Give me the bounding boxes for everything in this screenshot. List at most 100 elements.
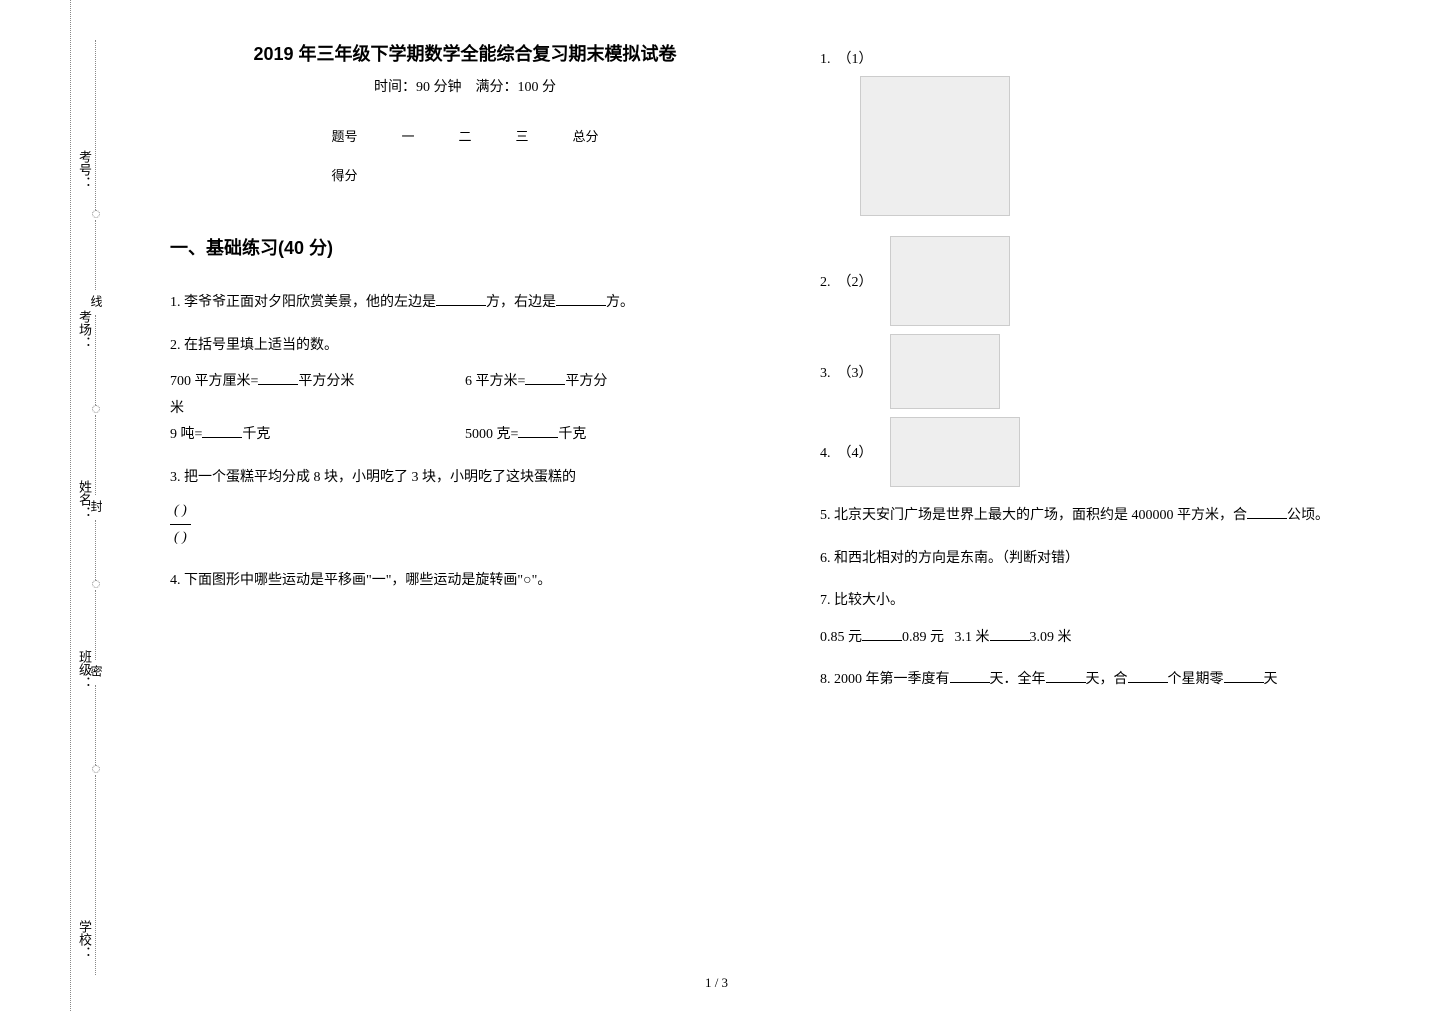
blank[interactable] <box>1247 505 1287 519</box>
question-6: 6. 和西北相对的方向是东南。（判断对错） <box>820 546 1410 573</box>
q2-line2a: 9 吨= 千克 <box>170 422 465 449</box>
score-th: 二 <box>436 116 493 155</box>
seal-char-feng: 封 <box>88 500 105 512</box>
blank[interactable] <box>1224 669 1264 683</box>
score-cell <box>379 155 436 194</box>
frac-num: ( ) <box>170 498 191 526</box>
score-cell <box>551 155 621 194</box>
q2-text: 5000 克= <box>465 427 518 442</box>
question-3: 3. 把一个蛋糕平均分成 8 块，小明吃了 3 块，小明吃了这块蛋糕的 ( ) … <box>170 465 760 552</box>
seal-seg <box>95 220 96 290</box>
seal-seg <box>95 685 96 765</box>
q1-text: 方。 <box>606 295 634 310</box>
table-row: 题号 一 二 三 总分 <box>309 116 620 155</box>
score-row-label: 得分 <box>309 155 379 194</box>
question-5: 5. 北京天安门广场是世界上最大的广场，面积约是 400000 平方米，合 公顷。 <box>820 503 1410 530</box>
blank[interactable] <box>436 292 486 306</box>
seal-circle <box>92 210 100 218</box>
q4-item-3: 3. （3） <box>820 334 1410 409</box>
q5-text: 5. 北京天安门广场是世界上最大的广场，面积约是 400000 平方米，合 <box>820 508 1247 523</box>
q2-text: 平方分米 <box>298 374 354 389</box>
q8-text: 天，合 <box>1086 672 1128 687</box>
figure-3-image <box>890 334 1000 409</box>
q4-item-label: 4. （4） <box>820 442 890 462</box>
column-left: 2019 年三年级下学期数学全能综合复习期末模拟试卷 时间：90 分钟 满分：1… <box>160 0 790 1011</box>
q8-text: 个星期零 <box>1168 672 1224 687</box>
score-th: 一 <box>379 116 436 155</box>
q2-text: 平方分 <box>565 374 607 389</box>
q2-line2b: 5000 克= 千克 <box>465 422 760 449</box>
question-8: 8. 2000 年第一季度有 天．全年 天，合 个星期零 天 <box>820 667 1410 694</box>
q2-text: 9 吨= <box>170 427 202 442</box>
q8-text: 8. 2000 年第一季度有 <box>820 672 950 687</box>
question-1: 1. 李爷爷正面对夕阳欣赏美景，他的左边是 方，右边是 方。 <box>170 290 760 317</box>
table-row: 得分 <box>309 155 620 194</box>
q4-item-1: 1. （1） <box>820 48 1410 68</box>
q3-stem: 3. 把一个蛋糕平均分成 8 块，小明吃了 3 块，小明吃了这块蛋糕的 <box>170 470 576 485</box>
frac-den: ( ) <box>170 525 191 552</box>
seal-char-mi: 密 <box>88 665 105 677</box>
blank[interactable] <box>258 371 298 385</box>
question-4: 4. 下面图形中哪些运动是平移画"一"，哪些运动是旋转画"○"。 <box>170 568 760 595</box>
blank[interactable] <box>1128 669 1168 683</box>
seal-char-xian: 线 <box>88 295 105 307</box>
binding-label-xuexiao: 学校： <box>75 920 94 959</box>
seal-seg <box>95 520 96 580</box>
q7-stem: 7. 比较大小。 <box>820 588 1410 615</box>
question-7: 7. 比较大小。 0.85 元0.89 元 3.1 米3.09 米 <box>820 588 1410 651</box>
q4-stem: 4. 下面图形中哪些运动是平移画"一"，哪些运动是旋转画"○"。 <box>170 573 551 588</box>
q4-item-label: 1. （1） <box>820 48 890 68</box>
question-2: 2. 在括号里填上适当的数。 700 平方厘米=平方分米 6 平方米= 平方分 米… <box>170 333 760 449</box>
seal-seg <box>95 590 96 660</box>
column-right: 1. （1） 2. （2） 3. （3） 4. （4） 5. 北京天安门广场是世… <box>790 0 1420 1011</box>
figure-1-image <box>860 76 1010 216</box>
seal-circle <box>92 580 100 588</box>
q2-text: 6 平方米= <box>465 374 525 389</box>
q8-text: 天 <box>1264 672 1278 687</box>
blank[interactable] <box>950 669 990 683</box>
q7-text: 3.09 米 <box>1030 630 1072 645</box>
blank[interactable] <box>518 424 558 438</box>
seal-circle <box>92 765 100 773</box>
q2-line1b-cont: 米 <box>170 396 760 423</box>
score-cell <box>494 155 551 194</box>
figure-2-image <box>890 236 1010 326</box>
q4-item-label: 3. （3） <box>820 362 890 382</box>
q7-text: 0.85 元 <box>820 630 862 645</box>
figure-4-image <box>890 417 1020 487</box>
q2-text: 千克 <box>242 427 270 442</box>
page-body: 2019 年三年级下学期数学全能综合复习期末模拟试卷 时间：90 分钟 满分：1… <box>160 0 1420 1011</box>
q1-text: 方，右边是 <box>486 295 556 310</box>
seal-seg <box>95 315 96 405</box>
score-th: 三 <box>494 116 551 155</box>
q4-item-4: 4. （4） <box>820 417 1410 487</box>
q7-text: 0.89 元 <box>902 630 944 645</box>
section-1-title: 一、基础练习(40 分) <box>170 234 760 260</box>
q2-text: 千克 <box>558 427 586 442</box>
seal-seg <box>95 415 96 495</box>
q2-stem: 2. 在括号里填上适当的数。 <box>170 333 760 360</box>
q4-item-2: 2. （2） <box>820 236 1410 326</box>
q5-text: 公顷。 <box>1287 508 1329 523</box>
seal-circle <box>92 405 100 413</box>
q4-item-label: 2. （2） <box>820 271 890 291</box>
fraction-blank[interactable]: ( ) ( ) <box>170 498 191 552</box>
score-th: 总分 <box>551 116 621 155</box>
score-table: 题号 一 二 三 总分 得分 <box>309 116 620 194</box>
blank[interactable] <box>990 627 1030 641</box>
blank[interactable] <box>525 371 565 385</box>
seal-seg <box>95 775 96 975</box>
score-th: 题号 <box>309 116 379 155</box>
blank[interactable] <box>556 292 606 306</box>
blank[interactable] <box>1046 669 1086 683</box>
blank[interactable] <box>862 627 902 641</box>
exam-meta: 时间：90 分钟 满分：100 分 <box>170 76 760 96</box>
q2-line1a: 700 平方厘米=平方分米 <box>170 369 465 396</box>
blank[interactable] <box>202 424 242 438</box>
exam-title: 2019 年三年级下学期数学全能综合复习期末模拟试卷 <box>170 40 760 66</box>
q8-text: 天．全年 <box>990 672 1046 687</box>
binding-label-kaohao: 考号： <box>75 150 94 189</box>
page-number: 1 / 3 <box>0 975 1433 991</box>
q1-text: 1. 李爷爷正面对夕阳欣赏美景，他的左边是 <box>170 295 436 310</box>
score-cell <box>436 155 493 194</box>
